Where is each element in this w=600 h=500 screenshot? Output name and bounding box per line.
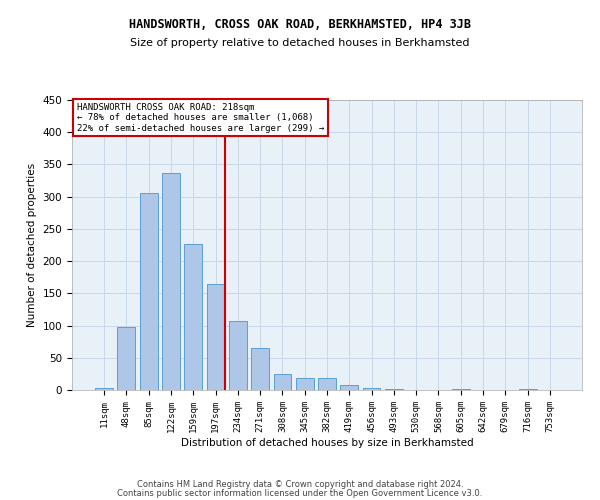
Text: Size of property relative to detached houses in Berkhamsted: Size of property relative to detached ho…	[130, 38, 470, 48]
Text: HANDSWORTH, CROSS OAK ROAD, BERKHAMSTED, HP4 3JB: HANDSWORTH, CROSS OAK ROAD, BERKHAMSTED,…	[129, 18, 471, 30]
Bar	[340, 386, 358, 390]
Bar	[118, 328, 136, 390]
Text: Contains public sector information licensed under the Open Government Licence v3: Contains public sector information licen…	[118, 489, 482, 498]
Bar	[140, 194, 158, 390]
Bar	[229, 321, 247, 390]
Text: HANDSWORTH CROSS OAK ROAD: 218sqm
← 78% of detached houses are smaller (1,068)
2: HANDSWORTH CROSS OAK ROAD: 218sqm ← 78% …	[77, 103, 325, 132]
X-axis label: Distribution of detached houses by size in Berkhamsted: Distribution of detached houses by size …	[181, 438, 473, 448]
Bar	[184, 244, 202, 390]
Bar	[162, 173, 180, 390]
Bar	[206, 284, 224, 390]
Bar	[318, 378, 336, 390]
Text: Contains HM Land Registry data © Crown copyright and database right 2024.: Contains HM Land Registry data © Crown c…	[137, 480, 463, 489]
Bar	[296, 378, 314, 390]
Bar	[362, 388, 380, 390]
Bar	[95, 388, 113, 390]
Bar	[274, 374, 292, 390]
Y-axis label: Number of detached properties: Number of detached properties	[27, 163, 37, 327]
Bar	[251, 348, 269, 390]
